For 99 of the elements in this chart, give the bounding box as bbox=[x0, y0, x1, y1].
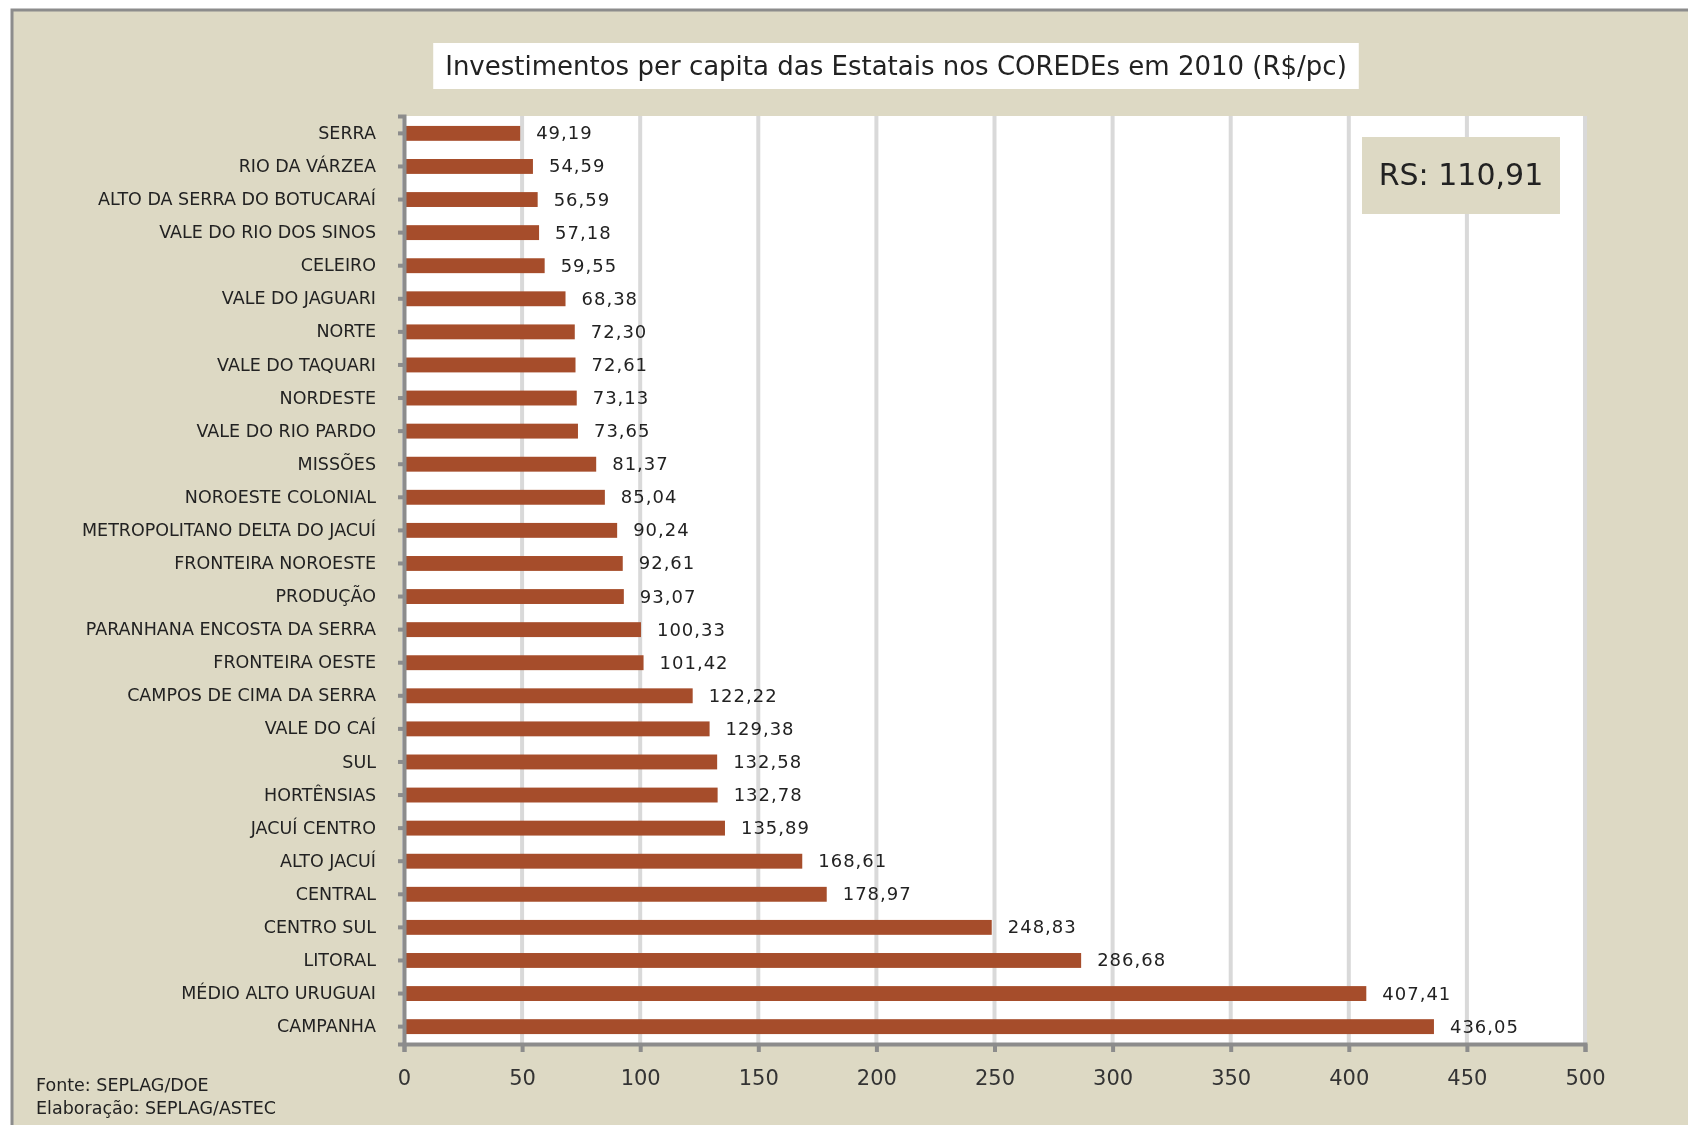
data-label: 178,97 bbox=[842, 883, 912, 905]
bar bbox=[404, 1019, 1434, 1035]
bar bbox=[404, 853, 803, 869]
text: Elaboração: SEPLAG/ASTEC bbox=[36, 1098, 276, 1118]
annotation: RS: 110,91 bbox=[1378, 157, 1544, 192]
data-label: 168,61 bbox=[818, 850, 888, 872]
x-tick-label: 0 bbox=[397, 1065, 412, 1090]
data-label: 129,38 bbox=[725, 717, 795, 739]
x-tick-label: 350 bbox=[1211, 1065, 1252, 1090]
y-tick-label: JACUÍ CENTRO bbox=[249, 816, 376, 838]
bar bbox=[404, 489, 605, 505]
y-tick-label: ALTO JACUÍ bbox=[279, 849, 376, 871]
data-label: 85,04 bbox=[620, 486, 678, 508]
bar bbox=[404, 324, 575, 340]
y-tick-label: NORDESTE bbox=[279, 387, 376, 408]
bar bbox=[404, 258, 545, 274]
y-tick-label: NOROESTE COLONIAL bbox=[184, 486, 377, 507]
x-tick-label: 500 bbox=[1565, 1065, 1606, 1090]
data-label: 49,19 bbox=[536, 122, 593, 144]
y-tick-label: RIO DA VÁRZEA bbox=[238, 155, 377, 177]
data-label: 81,37 bbox=[612, 453, 669, 475]
data-label: 68,38 bbox=[581, 287, 639, 309]
x-tick-label: 300 bbox=[1093, 1065, 1134, 1090]
bar bbox=[404, 986, 1367, 1001]
data-label: 72,30 bbox=[590, 320, 648, 342]
data-label: 54,59 bbox=[548, 155, 606, 177]
bar bbox=[404, 225, 540, 241]
data-label: 248,83 bbox=[1007, 916, 1077, 938]
data-label: 436,05 bbox=[1449, 1015, 1519, 1037]
y-tick-label: CENTRO SUL bbox=[263, 916, 377, 937]
bar bbox=[404, 456, 597, 472]
bar bbox=[404, 886, 827, 902]
data-label: 72,61 bbox=[591, 353, 649, 375]
y-tick-label: CAMPANHA bbox=[277, 1016, 377, 1037]
bar bbox=[404, 357, 576, 373]
data-label: 90,24 bbox=[633, 519, 690, 541]
data-label: 286,68 bbox=[1097, 949, 1167, 971]
bar bbox=[404, 953, 1082, 968]
bar bbox=[404, 125, 521, 141]
data-label: 132,78 bbox=[733, 784, 803, 806]
data-label: 92,61 bbox=[638, 552, 696, 574]
y-tick-label: VALE DO TAQUARI bbox=[217, 354, 376, 375]
bar bbox=[404, 754, 718, 770]
y-tick-label: MÉDIO ALTO URUGUAI bbox=[181, 982, 376, 1004]
x-tick-label: 250 bbox=[974, 1065, 1016, 1090]
data-label: 132,58 bbox=[733, 750, 803, 772]
y-tick-label: SERRA bbox=[318, 122, 377, 143]
y-tick-label: CAMPOS DE CIMA DA SERRA bbox=[127, 685, 377, 706]
bar bbox=[404, 159, 533, 174]
y-tick-label: LITORAL bbox=[303, 950, 377, 971]
x-tick-label: 50 bbox=[509, 1065, 536, 1090]
data-label: 122,22 bbox=[708, 684, 778, 706]
bar bbox=[404, 556, 623, 571]
x-tick-label: 150 bbox=[738, 1065, 779, 1090]
data-label: 135,89 bbox=[740, 817, 810, 839]
y-tick-label: HORTÊNSIAS bbox=[263, 783, 376, 805]
y-tick-label: CELEIRO bbox=[300, 255, 376, 276]
bar bbox=[404, 721, 710, 737]
bar bbox=[404, 820, 725, 836]
data-label: 100,33 bbox=[656, 618, 726, 640]
x-tick-label: 400 bbox=[1329, 1065, 1370, 1090]
bar bbox=[404, 522, 618, 538]
bar bbox=[404, 291, 566, 307]
bar bbox=[404, 622, 641, 638]
bar bbox=[404, 919, 992, 935]
y-tick-label: SUL bbox=[342, 751, 377, 772]
x-tick-label: 200 bbox=[856, 1065, 897, 1090]
y-tick-label: ALTO DA SERRA DO BOTUCARAÍ bbox=[98, 188, 376, 210]
y-tick-label: PARANHANA ENCOSTA DA SERRA bbox=[85, 619, 377, 640]
y-tick-label: VALE DO RIO DOS SINOS bbox=[159, 222, 376, 243]
data-label: 56,59 bbox=[553, 188, 611, 210]
bar bbox=[404, 787, 718, 803]
y-tick-label: FRONTEIRA OESTE bbox=[213, 652, 376, 673]
data-label: 59,55 bbox=[560, 254, 618, 276]
bar bbox=[404, 423, 578, 439]
bar bbox=[404, 589, 624, 604]
y-tick-label: CENTRAL bbox=[295, 883, 377, 904]
y-tick-label: FRONTEIRA NOROESTE bbox=[174, 553, 376, 574]
y-tick-label: NORTE bbox=[316, 321, 376, 342]
x-tick-label: 100 bbox=[620, 1065, 661, 1090]
data-label: 93,07 bbox=[639, 585, 697, 607]
bar bbox=[404, 192, 538, 207]
data-label: 407,41 bbox=[1382, 982, 1452, 1004]
bar bbox=[404, 688, 693, 704]
chart-title: Investimentos per capita das Estatais nos COREDEs em 2010 (R$/pc) bbox=[445, 51, 1347, 81]
y-tick-label: PRODUÇÃO bbox=[275, 585, 376, 607]
source-note: Fonte: SEPLAG/DOE bbox=[36, 1075, 209, 1095]
y-tick-label: VALE DO RIO PARDO bbox=[196, 420, 376, 441]
data-label: 73,13 bbox=[592, 387, 650, 409]
y-tick-label: MISSÕES bbox=[297, 452, 376, 474]
y-tick-label: VALE DO CAÍ bbox=[264, 717, 376, 739]
data-label: 73,65 bbox=[593, 420, 651, 442]
bar bbox=[404, 390, 577, 406]
y-tick-label: VALE DO JAGUARI bbox=[221, 288, 376, 309]
x-tick-label: 450 bbox=[1447, 1065, 1488, 1090]
data-label: 101,42 bbox=[659, 651, 729, 673]
data-label: 57,18 bbox=[555, 221, 612, 243]
y-tick-label: METROPOLITANO DELTA DO JACUÍ bbox=[81, 518, 376, 540]
bar bbox=[404, 655, 644, 671]
